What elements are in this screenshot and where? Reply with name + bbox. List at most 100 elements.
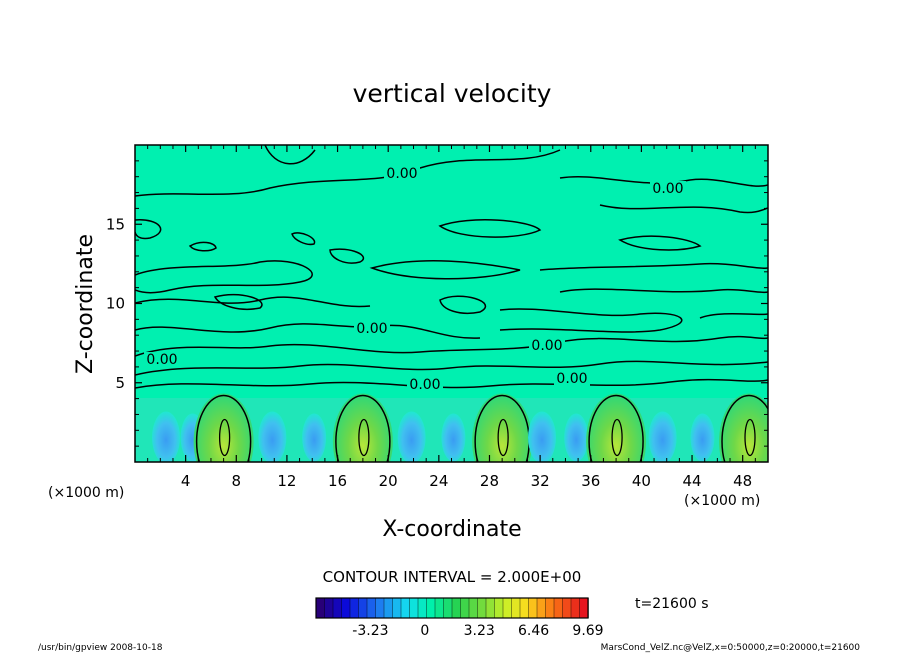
colorbar-tick-label: 3.23	[464, 623, 495, 639]
updraft-cell	[332, 393, 393, 462]
updraft-cell	[586, 393, 647, 462]
colorbar-swatch	[417, 597, 428, 619]
contour-line	[135, 360, 768, 376]
contour-label-bg	[354, 321, 390, 336]
updraft-contour	[335, 394, 391, 462]
contour-label-bg	[407, 377, 443, 392]
contour-label: 0.00	[556, 371, 587, 387]
colorbar-swatch	[434, 597, 445, 619]
y-tick-label: 10	[106, 295, 125, 313]
x-tick-label: 36	[581, 472, 600, 490]
contour-line	[559, 176, 768, 187]
x-tick-label: 24	[429, 472, 448, 490]
contour-line	[135, 378, 768, 389]
contour-line	[699, 312, 768, 319]
colorbar-swatch	[349, 597, 360, 619]
updraft-core-contour	[358, 418, 370, 457]
colorbar-swatch	[443, 597, 453, 619]
colorbar-tick-labels: -3.23 0 3.23 6.46 9.69	[352, 623, 603, 639]
contour-line	[439, 295, 487, 314]
contour-label: 0.00	[531, 338, 562, 354]
colorbar-swatch	[494, 597, 504, 619]
contour-line	[135, 296, 371, 308]
contour-label-bg	[554, 371, 590, 386]
colorbar-swatch	[451, 597, 462, 619]
contour-line	[135, 323, 481, 339]
x-axis: 4 8 12 16 20 24 28 32 36 40 44 48	[147, 145, 756, 490]
x-axis-title: X-coordinate	[382, 517, 521, 542]
downdraft-cell	[648, 411, 677, 462]
contour-line	[599, 204, 768, 214]
colorbar-swatch	[315, 597, 326, 619]
y-tick-label: 5	[115, 374, 125, 392]
footer-left: /usr/bin/gpview 2008-10-18	[38, 643, 163, 653]
x-tick-label: 8	[232, 472, 242, 490]
colorbar-tick-label: -3.23	[352, 623, 388, 639]
contour-line	[559, 288, 768, 294]
colorbar-swatch	[392, 597, 402, 619]
time-label: t=21600 s	[635, 596, 709, 612]
contour-line	[135, 149, 561, 197]
colorbar-swatch	[528, 597, 538, 619]
footer-right: MarsCond_VelZ.nc@VelZ,x=0:50000,z=0:2000…	[601, 643, 861, 653]
contour-line	[438, 219, 542, 238]
contour-label-bg	[529, 338, 565, 353]
colorbar-swatch	[570, 597, 581, 619]
updraft-cell	[472, 393, 533, 462]
colorbar-tick-label: 6.46	[518, 623, 549, 639]
updraft-core-contour	[497, 418, 509, 457]
y-axis-title: Z-coordinate	[73, 234, 98, 374]
downdraft-cell	[397, 411, 426, 462]
downdraft-cell	[564, 413, 589, 462]
colorbar-swatch	[375, 597, 385, 619]
colorbar-swatch	[562, 597, 572, 619]
x-tick-label: 44	[682, 472, 701, 490]
x-tick-label: 40	[632, 472, 651, 490]
contour-labels: 0.00 0.00 0.00 0.00 0.00 0.00 0.00	[144, 166, 686, 393]
contour-line	[369, 260, 521, 280]
plot-area	[135, 145, 768, 462]
contour-line	[213, 293, 263, 310]
colorbar-swatch	[511, 597, 521, 619]
contour-label: 0.00	[652, 181, 683, 197]
colorbar-swatch	[477, 597, 487, 619]
contour-line	[188, 241, 217, 252]
downdraft-cell	[152, 411, 181, 462]
updraft-contour	[721, 394, 768, 462]
y-tick-label: 15	[106, 215, 125, 233]
colorbar-swatch	[366, 597, 377, 619]
x-tick-label: 28	[480, 472, 499, 490]
colorbar-swatch	[536, 597, 547, 619]
colorbar-swatch	[468, 597, 479, 619]
colorbar-swatch	[579, 597, 589, 619]
downdraft-cell	[528, 411, 557, 462]
contour-line	[291, 232, 316, 246]
contour-label: 0.00	[356, 321, 387, 337]
convective-cells	[152, 393, 768, 462]
updraft-core-contour	[744, 418, 756, 457]
updraft-contour	[195, 394, 252, 462]
y-axis: 5 10 15	[106, 160, 768, 447]
contour-label: 0.00	[386, 166, 417, 182]
colorbar	[315, 597, 589, 619]
contour-line	[618, 235, 702, 251]
contour-line	[499, 308, 683, 333]
colorbar-swatch	[460, 597, 470, 619]
contour-label-bg	[384, 166, 420, 181]
colorbar-swatch	[545, 597, 555, 619]
colorbar-swatch	[358, 597, 368, 619]
downdraft-cell	[441, 413, 466, 462]
chart-title: vertical velocity	[353, 79, 552, 108]
colorbar-tick-label: 0	[420, 623, 429, 639]
updraft-contour	[588, 394, 644, 462]
downdraft-cell	[258, 411, 287, 462]
contour-label-bg	[144, 352, 180, 367]
contour-label-bg	[650, 181, 686, 196]
contour-interval-label: CONTOUR INTERVAL = 2.000E+00	[323, 568, 582, 586]
colorbar-tick-label: 9.69	[572, 623, 603, 639]
contour-line	[135, 335, 768, 357]
x-tick-label: 16	[328, 472, 347, 490]
y-axis-unit: (×1000 m)	[48, 485, 124, 501]
downdraft-cell	[302, 413, 327, 462]
